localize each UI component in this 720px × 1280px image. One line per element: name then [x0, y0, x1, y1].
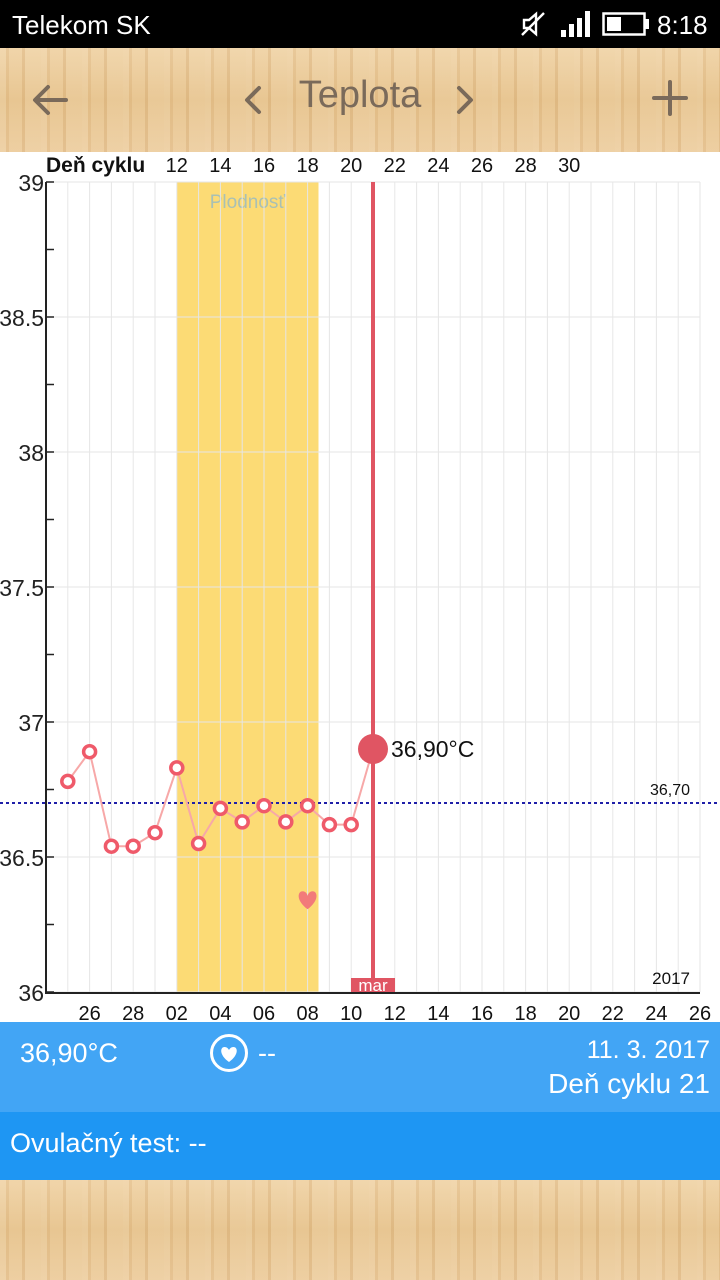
- current-date: 11. 3. 2017: [586, 1036, 710, 1064]
- current-temperature: 36,90°C: [20, 1038, 118, 1068]
- top-tick-label: 28: [514, 155, 536, 177]
- temperature-point: [169, 760, 185, 776]
- temperature-point: [256, 797, 272, 814]
- intercourse-value: --: [258, 1038, 276, 1068]
- ovulation-test-label: Ovulačný test: --: [10, 1128, 207, 1158]
- bottom-tick-label: 02: [166, 1003, 188, 1022]
- bottom-tick-label: 18: [514, 1003, 536, 1022]
- bottom-tick-label: 24: [645, 1003, 667, 1022]
- bottom-tick-label: 22: [602, 1003, 624, 1022]
- temperature-point: [125, 838, 141, 854]
- temperature-point: [103, 838, 120, 854]
- battery-icon: [602, 12, 649, 36]
- footer-background: [0, 1180, 720, 1280]
- bottom-tick-label: 06: [253, 1003, 275, 1022]
- y-tick-label: 37.5: [0, 575, 44, 601]
- bottom-tick-label: 16: [471, 1003, 493, 1022]
- coverline-label: 36,70: [650, 782, 690, 799]
- chevron-left-icon[interactable]: [238, 80, 268, 120]
- year-label: 2017: [652, 969, 690, 988]
- top-axis-label: Deň cyklu: [46, 154, 145, 177]
- bottom-tick-label: 28: [122, 1003, 144, 1022]
- bottom-tick-label: 08: [296, 1003, 318, 1022]
- top-tick-label: 22: [384, 155, 406, 177]
- page-title: Teplota: [298, 74, 422, 116]
- status-bar: Telekom SK 8:18: [0, 0, 720, 48]
- temperature-point: [321, 816, 338, 833]
- heart-circle-icon[interactable]: [210, 1034, 248, 1072]
- top-tick-label: 24: [427, 155, 449, 177]
- temperature-point: [81, 743, 98, 760]
- top-tick-label: 30: [558, 155, 580, 177]
- cycle-day: Deň cyklu 21: [548, 1068, 710, 1099]
- temperature-point: [278, 814, 294, 830]
- bottom-tick-label: 10: [340, 1003, 362, 1022]
- temperature-point: [234, 814, 250, 830]
- top-tick-label: 14: [209, 155, 231, 177]
- y-tick-label: 38: [18, 440, 44, 466]
- plus-icon[interactable]: [648, 76, 692, 120]
- chart-svg[interactable]: Plodnosť 39 38.5 38 37.5 37 36.5 36 Deň cyklu 12 1…: [0, 152, 720, 1022]
- clock: 8:18: [657, 10, 708, 40]
- month-marker-label: mar: [358, 976, 388, 995]
- app-header: Teplota: [0, 48, 720, 152]
- chevron-right-icon[interactable]: [450, 80, 480, 120]
- y-tick-label: 36.5: [0, 845, 44, 871]
- selected-point-label: 36,90°C: [391, 736, 474, 762]
- temperature-point: [343, 816, 359, 833]
- y-tick-label: 39: [18, 170, 44, 196]
- temperature-point: [190, 835, 207, 852]
- top-tick-label: 20: [340, 155, 362, 177]
- carrier-name: Telekom SK: [12, 10, 151, 40]
- month-marker: [351, 978, 395, 992]
- ovulation-test-row[interactable]: Ovulačný test: --: [0, 1112, 720, 1180]
- temperature-point: [299, 797, 316, 814]
- top-tick-label: 16: [253, 155, 275, 177]
- bottom-tick-label: 26: [78, 1003, 100, 1022]
- selected-point: [358, 734, 388, 764]
- mute-icon: [521, 11, 545, 37]
- y-tick-label: 38.5: [0, 305, 44, 331]
- top-tick-label: 18: [296, 155, 318, 177]
- summary-bar: 36,90°C -- 11. 3. 2017 Deň cyklu 21: [0, 1022, 720, 1112]
- bottom-tick-label: 26: [689, 1003, 711, 1022]
- top-tick-label: 12: [166, 155, 188, 177]
- fertile-window-label: Plodnosť: [210, 192, 287, 213]
- bottom-tick-label: 20: [558, 1003, 580, 1022]
- bottom-tick-label: 04: [209, 1003, 231, 1022]
- temperature-point: [147, 824, 163, 841]
- heart-icon: [298, 891, 317, 910]
- y-tick-label: 37: [18, 710, 44, 736]
- y-tick-label: 36: [18, 980, 44, 1006]
- bottom-tick-label: 12: [384, 1003, 406, 1022]
- top-tick-label: 26: [471, 155, 493, 177]
- temperature-chart[interactable]: Plodnosť 39 38.5 38 37.5 37 36.5 36 Deň cyklu 12 1…: [0, 152, 720, 1022]
- signal-icon: [561, 11, 590, 37]
- arrow-left-icon[interactable]: [28, 78, 72, 122]
- temperature-point: [60, 773, 76, 790]
- bottom-tick-label: 14: [427, 1003, 449, 1022]
- temperature-point: [212, 800, 229, 817]
